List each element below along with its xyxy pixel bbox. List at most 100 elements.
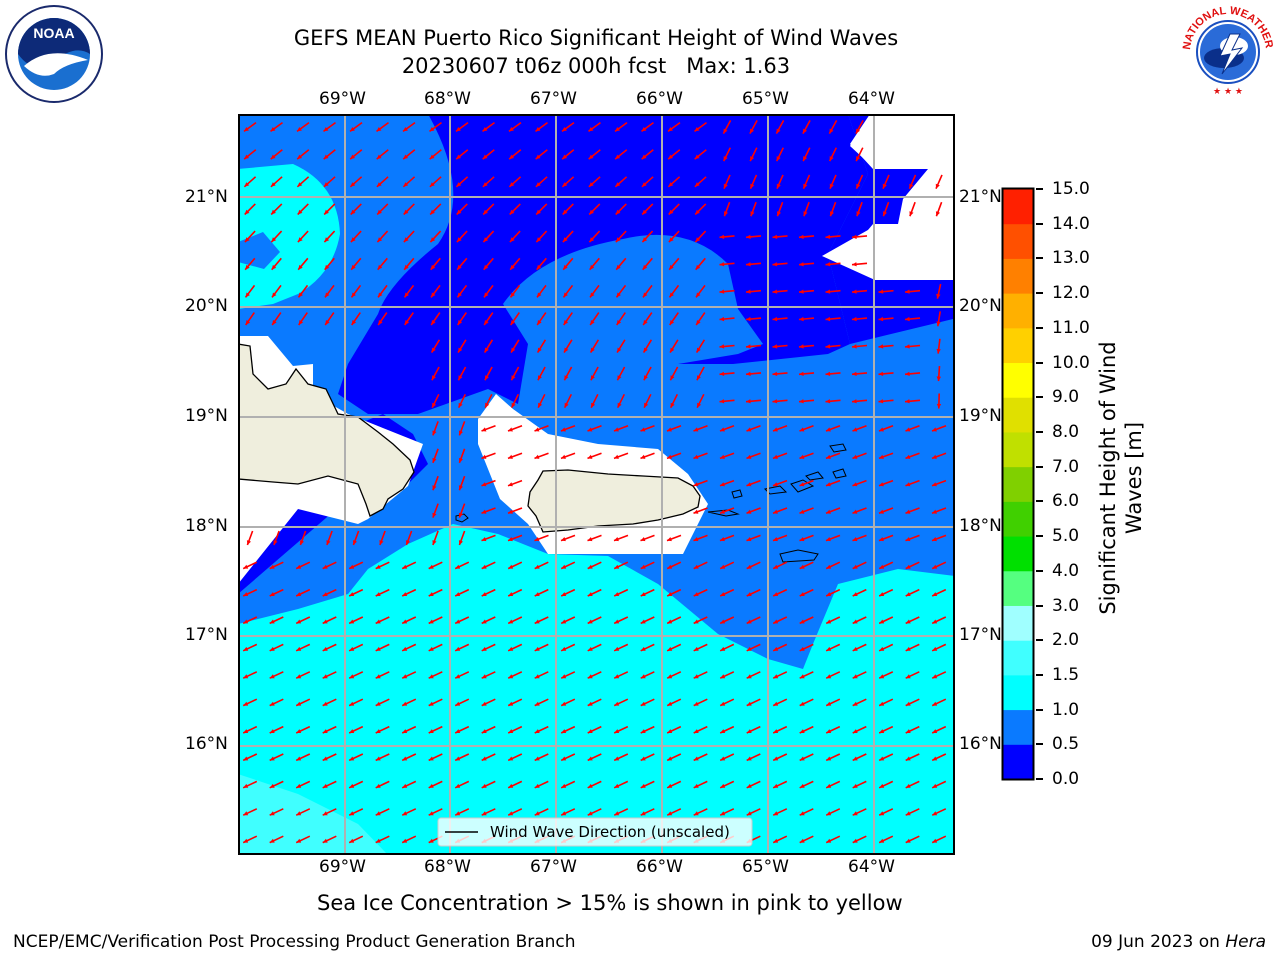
wind-wave-arrowhead: [909, 183, 914, 189]
wind-wave-arrowhead: [803, 183, 808, 189]
wave-field-1.0-1.5-south: [239, 524, 954, 854]
wind-wave-arrowhead: [799, 262, 804, 267]
wind-wave-arrowhead: [375, 811, 381, 816]
wind-wave-arrowhead: [826, 838, 832, 843]
wind-wave-arrowhead: [455, 564, 461, 569]
lon-bottom-65: 65°W: [742, 857, 789, 877]
wind-wave-arrowhead: [720, 482, 725, 487]
wind-wave-arrowhead: [720, 756, 726, 761]
wind-wave-arrowhead: [878, 289, 884, 294]
wind-wave-arrowhead: [720, 674, 726, 679]
wind-wave-arrowhead: [508, 592, 514, 596]
wind-wave-arrowhead: [561, 454, 566, 459]
wind-wave-arrowhead: [536, 237, 542, 243]
wind-wave-arrowhead: [322, 646, 328, 651]
wind-wave-arrowhead: [669, 292, 674, 298]
wind-wave-arrowhead: [243, 674, 249, 679]
wind-wave-arrowhead: [349, 729, 355, 733]
wind-wave-arrowhead: [803, 156, 808, 162]
wind-wave-arrowhead: [481, 674, 487, 679]
wind-wave-arrowhead: [458, 375, 463, 381]
wind-wave-arrowhead: [879, 756, 885, 761]
wind-wave-arrowhead: [799, 371, 804, 376]
wind-wave-arrowhead: [643, 292, 648, 298]
wind-wave-arrowhead: [269, 783, 275, 788]
wind-wave-arrowhead: [905, 838, 911, 843]
wind-wave-arrowhead: [349, 756, 355, 761]
hispaniola-land: [239, 343, 415, 517]
wind-wave-arrowhead: [428, 811, 434, 816]
wind-wave-arrowhead: [270, 127, 276, 132]
wind-wave-arrowhead: [667, 674, 673, 679]
wind-wave-arrowhead: [852, 399, 857, 404]
wind-wave-arrowhead: [510, 320, 516, 325]
wind-wave-arrowhead: [746, 234, 751, 239]
wind-wave-arrowhead: [481, 783, 487, 788]
wind-wave-arrowhead: [405, 540, 410, 545]
wind-wave-arrowhead: [772, 289, 778, 294]
wind-wave-arrowhead: [245, 292, 250, 298]
wind-wave-arrowhead: [377, 264, 383, 270]
colorbar-tick-mark: [1036, 361, 1043, 364]
wind-wave-arrowhead: [322, 729, 328, 733]
wind-wave-arrowhead: [402, 564, 408, 569]
wind-wave-arrowhead: [590, 375, 595, 381]
wind-wave-arrowhead: [243, 729, 249, 733]
wind-wave-arrowhead: [484, 292, 489, 298]
wind-wave-arrowhead: [534, 729, 540, 733]
wind-wave-arrowhead: [402, 701, 408, 706]
lat-right-17: 17°N: [959, 625, 1002, 645]
lat-right-16: 16°N: [959, 734, 1002, 754]
wind-wave-arrowhead: [642, 209, 647, 215]
wind-wave-arrowhead: [932, 646, 938, 651]
wind-wave-arrowhead: [905, 729, 911, 733]
wind-wave-arrowhead: [563, 264, 568, 270]
wind-wave-arrowhead: [640, 427, 646, 432]
wind-wave-arrowhead: [508, 482, 513, 487]
wind-wave-arrowhead: [799, 316, 804, 322]
wind-wave-arrowhead: [773, 564, 779, 569]
wind-wave-arrowhead: [773, 756, 779, 761]
colorbar-tick-label: 4.0: [1052, 560, 1080, 581]
lon-top-68: 68°W: [424, 89, 471, 109]
wind-wave-arrowhead: [799, 592, 805, 596]
wind-wave-arrowhead: [614, 756, 620, 761]
wind-wave-arrowhead: [826, 783, 832, 788]
wind-wave-arrowhead: [723, 211, 728, 217]
wind-wave-arrowhead: [614, 811, 620, 816]
wind-wave-arrowhead: [587, 729, 593, 733]
wind-wave-arrowhead: [826, 427, 831, 432]
wind-wave-arrowhead: [614, 619, 620, 624]
wind-wave-arrowhead: [534, 427, 540, 432]
wind-wave-arrowhead: [746, 399, 751, 404]
wind-wave-arrowhead: [271, 209, 276, 215]
wind-wave-arrowhead: [562, 209, 568, 215]
wind-wave-arrowhead: [322, 838, 328, 843]
wind-wave-arrowhead: [428, 783, 434, 788]
wind-wave-arrowhead: [561, 646, 567, 651]
wind-wave-arrowhead: [693, 537, 699, 542]
wind-wave-arrowhead: [534, 619, 540, 624]
wind-wave-arrowhead: [614, 564, 620, 569]
wind-wave-arrowhead: [269, 811, 275, 816]
wind-wave-arrowhead: [693, 592, 699, 596]
wind-wave-arrowhead: [349, 646, 355, 651]
wind-wave-arrowhead: [484, 347, 489, 353]
wind-wave-arrowhead: [799, 427, 805, 432]
wind-wave-arrowhead: [587, 646, 593, 651]
colorbar-segment: [1003, 397, 1033, 433]
wind-wave-arrowhead: [644, 402, 649, 408]
wind-wave-arrowhead: [773, 783, 779, 788]
wind-wave-arrowhead: [270, 154, 276, 160]
wind-wave-arrowhead: [432, 430, 437, 436]
wind-wave-arrowhead: [932, 756, 938, 761]
wind-wave-arrowhead: [746, 482, 752, 487]
colorbar-tick-label: 11.0: [1052, 317, 1090, 338]
colorbar-tick-label: 2.0: [1052, 630, 1080, 651]
wind-wave-arrowhead: [537, 320, 542, 325]
sea-ice-note: Sea Ice Concentration > 15% is shown in …: [317, 891, 903, 915]
wind-wave-arrowhead: [614, 783, 620, 788]
wind-wave-arrowhead: [561, 619, 567, 624]
wind-wave-arrowhead: [588, 154, 594, 160]
wind-wave-arrowhead: [720, 729, 726, 733]
